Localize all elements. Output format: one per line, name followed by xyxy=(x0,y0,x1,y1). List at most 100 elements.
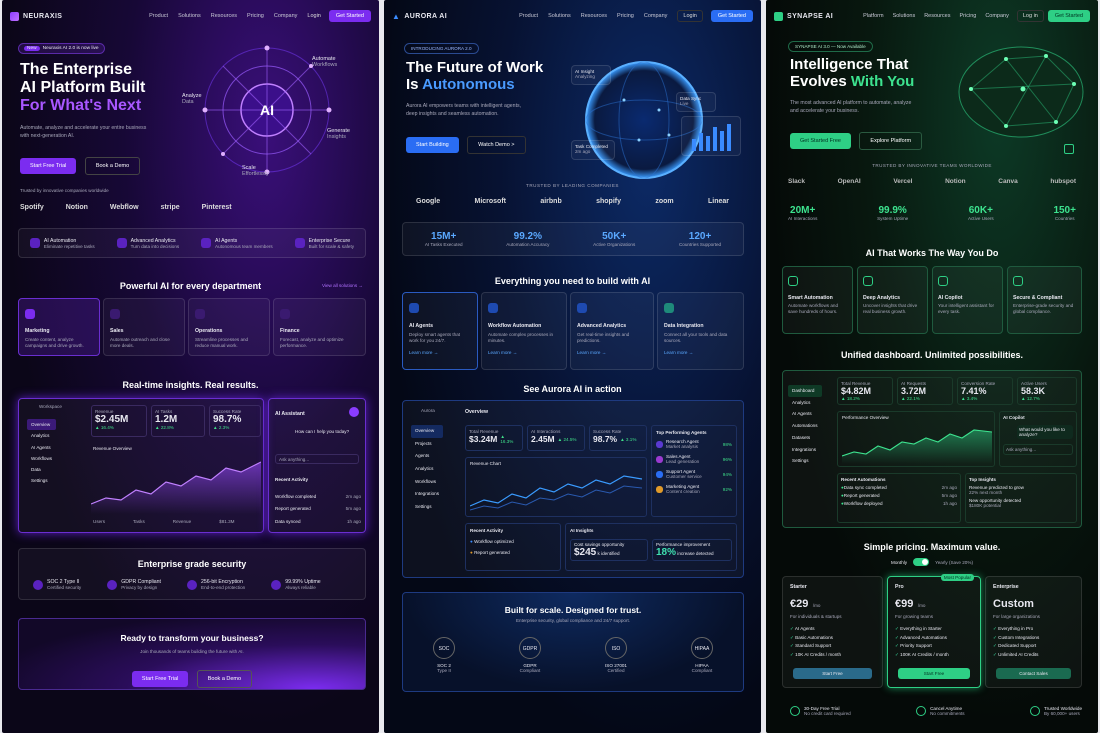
monthly-label[interactable]: Monthly xyxy=(891,559,908,565)
cta-demo-button[interactable]: Book a Demo xyxy=(196,670,253,688)
brand[interactable]: ▲ AURORA AI xyxy=(392,12,447,21)
nav-link[interactable]: Resources xyxy=(580,13,608,19)
nav-link[interactable]: Pricing xyxy=(247,13,264,19)
workspace-label[interactable]: Aurora xyxy=(421,408,435,413)
dash-menu-item[interactable]: Analytics xyxy=(415,465,434,471)
learn-more-link[interactable]: Learn more → xyxy=(409,349,439,355)
yearly-label[interactable]: Yearly (Save 20%) xyxy=(935,559,973,565)
login-link[interactable]: Login xyxy=(307,13,321,19)
stat-card: Success Rate 98.7% ▲ 3.1% xyxy=(589,425,647,451)
dash-menu-item[interactable]: Workflows xyxy=(415,478,437,484)
dept-card-finance[interactable]: Finance Forecast, analyze and optimize pe… xyxy=(273,298,366,356)
dept-card-operations[interactable]: Operations Streamline processes and reduc… xyxy=(188,298,270,356)
feature-item[interactable]: Advanced Analytics Turn data into decisio… xyxy=(116,238,179,249)
get-started-button[interactable]: Get Started xyxy=(328,10,371,22)
dept-card-sales[interactable]: Sales Automate outreach and close more de… xyxy=(103,298,185,356)
nav-link[interactable]: Solutions xyxy=(892,13,916,19)
get-started-button[interactable]: Get Started xyxy=(710,10,753,22)
dash-menu-item[interactable]: Analytics xyxy=(792,399,811,405)
nav-link[interactable]: Pricing xyxy=(617,13,634,19)
nav-link[interactable]: Solutions xyxy=(178,13,201,19)
dash-menu-item[interactable]: Settings xyxy=(31,478,48,484)
plan-subtitle: For individuals & startups xyxy=(790,614,842,619)
iso-badge-icon: ISO xyxy=(605,637,627,659)
nav-link[interactable]: Product xyxy=(519,13,539,19)
agent-row[interactable]: Support Agent Customer service 94% xyxy=(656,469,732,479)
learn-more-link[interactable]: Learn more → xyxy=(488,349,518,355)
watch-demo-button[interactable]: Watch Demo > xyxy=(467,136,526,154)
stat-value: 1.2M xyxy=(155,414,178,425)
dash-menu-item[interactable]: Analytics xyxy=(31,433,50,439)
dash-menu-item[interactable]: Overview xyxy=(27,419,57,431)
login-link[interactable]: Login xyxy=(677,10,703,22)
nav-link[interactable]: Company xyxy=(985,13,1009,19)
dash-menu-item[interactable]: Dashboard xyxy=(788,385,822,397)
agent-row[interactable]: Marketing Agent Content creation 92% xyxy=(656,484,732,494)
nav-link[interactable]: Company xyxy=(273,13,298,19)
get-started-free-button[interactable]: Get Started Free xyxy=(790,133,851,149)
announcement-badge[interactable]: New Neuraxis AI 2.0 is now live xyxy=(18,43,105,54)
learn-more-link[interactable]: Learn more → xyxy=(664,349,694,355)
feature-card[interactable]: AI Copilot Your intelligent assistant for… xyxy=(932,266,1003,334)
agent-row[interactable]: Research Agent Market analysis 98% xyxy=(656,439,732,449)
dash-menu-item[interactable]: Settings xyxy=(792,458,809,464)
login-link[interactable]: Log in xyxy=(1016,10,1044,22)
explore-platform-button[interactable]: Explore Platform xyxy=(859,132,923,150)
view-all-link[interactable]: View all solutions → xyxy=(321,283,363,288)
nav-link[interactable]: Pricing xyxy=(959,13,977,19)
brand[interactable]: SYNAPSE AI xyxy=(774,11,833,21)
nav-link[interactable]: Product xyxy=(149,13,169,19)
dash-menu-item[interactable]: Projects xyxy=(415,440,432,446)
dash-menu-item[interactable]: Datasets xyxy=(792,434,811,440)
nav-link[interactable]: Company xyxy=(643,13,668,19)
feature-item[interactable]: AI Automation Eliminate repetitive tasks xyxy=(29,238,95,249)
enterprise-cta-button[interactable]: Contact Sales xyxy=(996,668,1071,679)
dash-menu-item[interactable]: Integrations xyxy=(415,491,440,497)
dash-menu-item[interactable]: Workflows xyxy=(31,455,53,461)
book-demo-button[interactable]: Book a Demo xyxy=(84,157,141,175)
dash-menu-item[interactable]: Agents xyxy=(415,453,430,459)
nav-link[interactable]: Resources xyxy=(924,13,951,19)
billing-switch[interactable] xyxy=(913,558,930,566)
feature-card[interactable]: Workflow Automation Automate complex proc… xyxy=(481,292,567,370)
agent-row[interactable]: Sales Agent Lead generation 96% xyxy=(656,454,732,464)
nav-link[interactable]: Platform xyxy=(863,13,884,19)
feature-card[interactable]: Smart Automation Automate workflows and s… xyxy=(782,266,853,334)
nav-link[interactable]: Resources xyxy=(210,13,238,19)
learn-more-link[interactable]: Learn more → xyxy=(577,349,607,355)
nav-link[interactable]: Solutions xyxy=(548,13,571,19)
start-building-button[interactable]: Start Building xyxy=(406,137,459,153)
feature-item[interactable]: Enterprise Secure Built for scale & safet… xyxy=(294,238,354,249)
pro-cta-button[interactable]: Start Free xyxy=(898,668,970,679)
dash-menu-item[interactable]: Automations xyxy=(792,423,818,429)
announcement-badge[interactable]: SYNAPSE AI 3.0 — Now Available xyxy=(788,41,873,52)
dash-menu-item[interactable]: Data xyxy=(31,467,41,472)
stat-delta: ▲ 16.4% xyxy=(95,425,114,430)
chart-title: Revenue Chart xyxy=(470,461,501,466)
feature-card[interactable]: Secure & Compliant Enterprise-grade secur… xyxy=(1007,266,1082,334)
dept-card-marketing[interactable]: Marketing Create content, analyze campaig… xyxy=(18,298,100,356)
brand[interactable]: NEURAXIS xyxy=(10,11,62,21)
feature-card[interactable]: Data Integration Connect all your tools a… xyxy=(657,292,744,370)
orbit-generate-title: Generate xyxy=(327,128,350,134)
copilot-input[interactable]: Ask anything... xyxy=(1003,444,1073,455)
feature-card[interactable]: AI Agents Deploy smart agents that work f… xyxy=(402,292,478,370)
feature-card[interactable]: Deep Analytics Uncover insights that driv… xyxy=(857,266,928,334)
feature-card[interactable]: Advanced Analytics Get real-time insights… xyxy=(570,292,654,370)
cert-sub: Compliant xyxy=(519,668,541,673)
assistant-input[interactable]: Ask anything... xyxy=(275,454,359,464)
dash-menu-item[interactable]: AI Agents xyxy=(31,444,51,450)
feature-item[interactable]: AI Agents Autonomous team members xyxy=(201,238,273,249)
dash-menu-item[interactable]: AI Agents xyxy=(792,411,812,417)
dash-menu-item[interactable]: Integrations xyxy=(792,446,817,452)
announcement-badge[interactable]: INTRODUCING AURORA 2.0 xyxy=(404,43,479,54)
cta-trial-button[interactable]: Start Free Trial xyxy=(131,671,189,687)
orbit-automate-sub: Workflows xyxy=(312,62,338,68)
get-started-button[interactable]: Get Started xyxy=(1047,10,1090,22)
dash-menu-item[interactable]: Settings xyxy=(415,503,432,509)
workspace-label[interactable]: Workspace xyxy=(39,404,62,409)
starter-cta-button[interactable]: Start Free xyxy=(793,668,872,679)
start-trial-button[interactable]: Start Free Trial xyxy=(20,158,77,174)
plan-name: Enterprise xyxy=(993,584,1019,590)
dash-menu-item[interactable]: Overview xyxy=(411,425,444,438)
